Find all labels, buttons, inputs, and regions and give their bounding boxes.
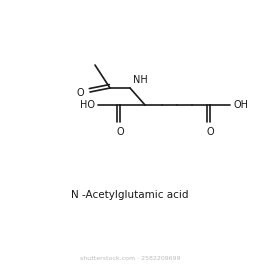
Text: O: O [76, 88, 84, 98]
Text: shutterstock.com · 2582209699: shutterstock.com · 2582209699 [80, 255, 180, 260]
Text: OH: OH [233, 100, 248, 110]
Text: O: O [206, 127, 214, 137]
Text: N -Acetylglutamic acid: N -Acetylglutamic acid [71, 190, 189, 200]
Text: O: O [116, 127, 124, 137]
Text: HO: HO [80, 100, 95, 110]
Text: NH: NH [133, 75, 148, 85]
